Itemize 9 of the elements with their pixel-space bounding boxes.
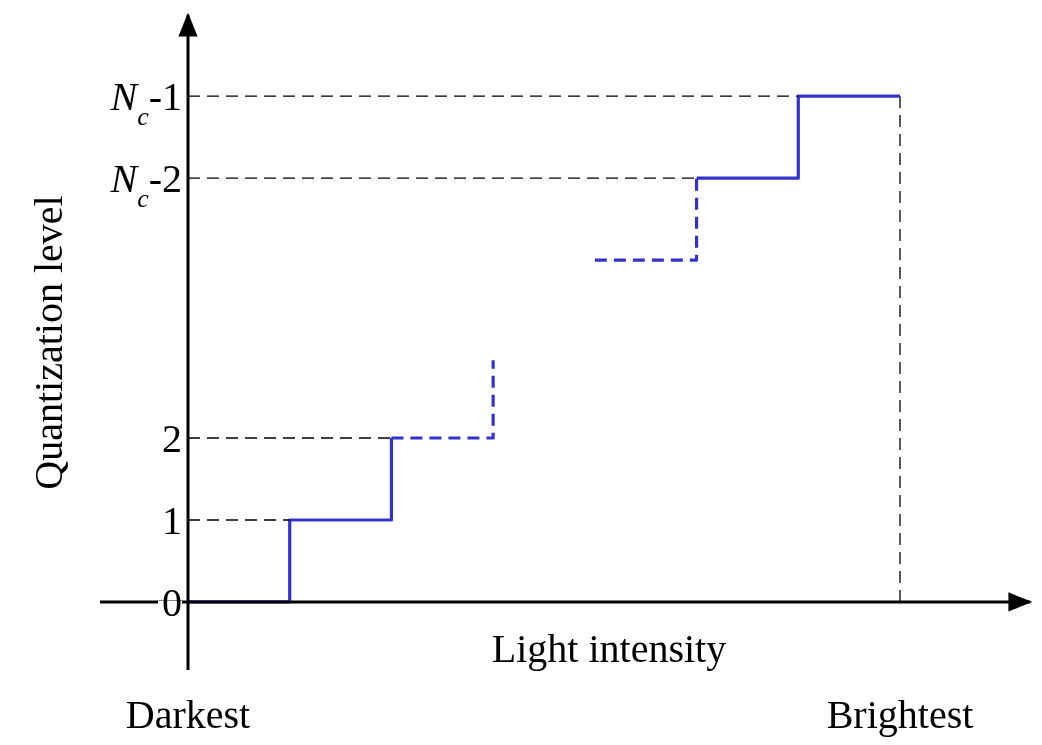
x-tick-label: Brightest xyxy=(826,692,974,737)
x-tick-label: Darkest xyxy=(125,692,251,737)
y-tick-label: 2 xyxy=(162,416,182,461)
y-tick-label: 1 xyxy=(162,497,182,543)
x-axis-title: Light intensity xyxy=(491,626,727,671)
annotation: N$_{c}$-2 xyxy=(109,156,182,213)
y-tick-label: 0 xyxy=(162,579,182,625)
y-axis-title: Quantization level xyxy=(26,195,71,490)
annotation: N$_{c}$-1 xyxy=(109,74,182,131)
